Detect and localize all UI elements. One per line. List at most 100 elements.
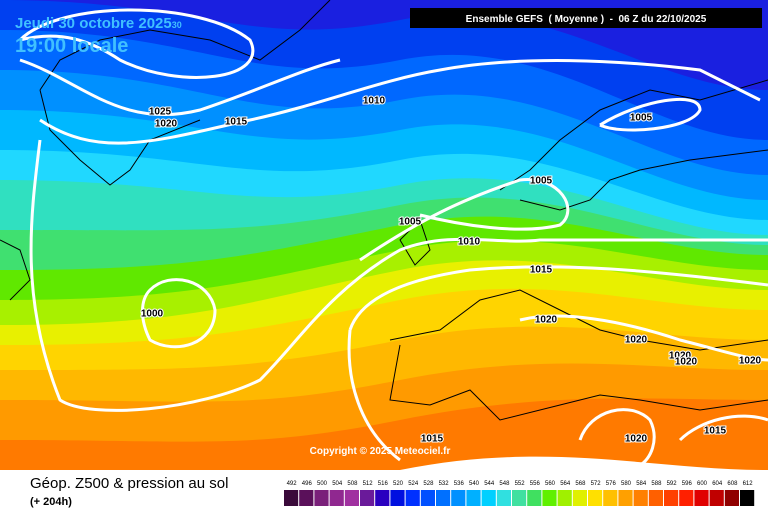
scale-label: 540 [469,481,480,487]
scale-label: 580 [621,481,632,487]
scale-swatch [496,490,511,506]
scale-swatch [572,490,587,506]
scale-swatch [329,490,344,506]
isobar [29,139,768,412]
isobar-label: 1010 [363,96,386,107]
scale-swatch [633,490,648,506]
scale-swatch [314,490,329,506]
scale-label: 552 [515,481,526,487]
isobar [678,414,768,442]
scale-label: 524 [408,481,419,487]
scale-label: 496 [302,481,313,487]
scale-label: 592 [667,481,678,487]
isobar-label: 1005 [530,176,553,187]
scale-swatch [724,490,739,506]
scale-swatch [466,490,481,506]
scale-swatch [664,490,679,506]
forecast-time: 19:00 locale [15,35,128,57]
scale-label: 520 [393,481,404,487]
scale-label: 528 [423,481,434,487]
isobar [578,408,656,467]
scale-swatch [740,490,755,506]
scale-label: 608 [727,481,738,487]
scale-label: 556 [530,481,541,487]
footer-lead: (+ 204h) [30,496,72,508]
scale-label: 588 [651,481,662,487]
scale-swatch [481,490,496,506]
isobar [348,265,768,331]
isobar [359,178,570,262]
isobar-labels: 1025 1020 1015 1010 1005 1005 1005 1010 … [140,95,763,446]
scale-swatch [694,490,709,506]
forecast-date: Jeudi 30 octobre 202530 [15,15,182,32]
scale-swatch [557,490,572,506]
scale-label: 564 [560,481,571,487]
scale-label: 536 [454,481,465,487]
scale-swatch [648,490,663,506]
scale-label: 516 [378,481,389,487]
scale-label: 512 [363,481,374,487]
scale-swatch [603,490,618,506]
forecast-date: Jeudi 30 octobre 2025 [15,15,172,32]
scale-label: 576 [606,481,617,487]
isobar-label: 1020 [675,357,698,368]
isobar [519,314,768,362]
scale-swatch [405,490,420,506]
scale-swatch [451,490,466,506]
isobars [18,8,768,467]
isobar [18,8,255,79]
isobar [141,278,217,349]
isobar-label: 1020 [155,119,178,130]
date-suffix: 30 [172,20,182,30]
scale-label: 600 [697,481,708,487]
scale-swatch [542,490,557,506]
geopotential-field [0,0,768,484]
scale-label: 612 [743,481,754,487]
isobar-label: 1010 [458,237,481,248]
model-info: Ensemble GEFS ( Moyenne ) - 06 Z du 22/1… [466,14,707,25]
scale-label: 584 [636,481,647,487]
model-box [410,8,762,28]
scale-label: 500 [317,481,328,487]
scale-label: 596 [682,481,693,487]
scale-label: 544 [484,481,495,487]
scale-swatch [375,490,390,506]
canada-coast [0,239,31,301]
isobar-label: 1020 [739,356,762,367]
scale-label: 492 [287,481,298,487]
scale-label: 568 [575,481,586,487]
isobar-label: 1005 [630,113,653,124]
scale-label: 548 [499,481,510,487]
scale-swatch [527,490,542,506]
isobar-label: 1000 [141,309,164,320]
scale-label: 532 [439,481,450,487]
isobar-label: 1005 [399,217,422,228]
scale-label: 508 [347,481,358,487]
isobar-label: 1015 [530,265,553,276]
isobar-label: 1020 [625,434,648,445]
scandinavia-coast [499,79,768,211]
scale-label: 560 [545,481,556,487]
scale-swatch [618,490,633,506]
scale-swatch [299,490,314,506]
isobar-label: 1015 [421,434,444,445]
footer-title: Géop. Z500 & pression au sol [30,475,228,492]
scale-swatch [360,490,375,506]
isobar-label: 1020 [669,351,692,362]
isobar [19,58,341,117]
scale-swatch [588,490,603,506]
isobar-label: 1025 [149,107,172,118]
scale-label: 572 [591,481,602,487]
color-scale: 492 496 500 504 508 512 516 520 524 528 532 536 540 5… [284,481,755,506]
isobar-label: 1015 [704,426,727,437]
copyright: Copyright © 2025 Meteociel.fr [310,446,451,457]
isobar [39,59,761,145]
scale-label: 504 [332,481,343,487]
scale-swatch [679,490,694,506]
scale-swatch [344,490,359,506]
isobar-label: 1015 [225,117,248,128]
scale-swatch [390,490,405,506]
scale-swatch [709,490,724,506]
isobar-label: 1020 [625,335,648,346]
